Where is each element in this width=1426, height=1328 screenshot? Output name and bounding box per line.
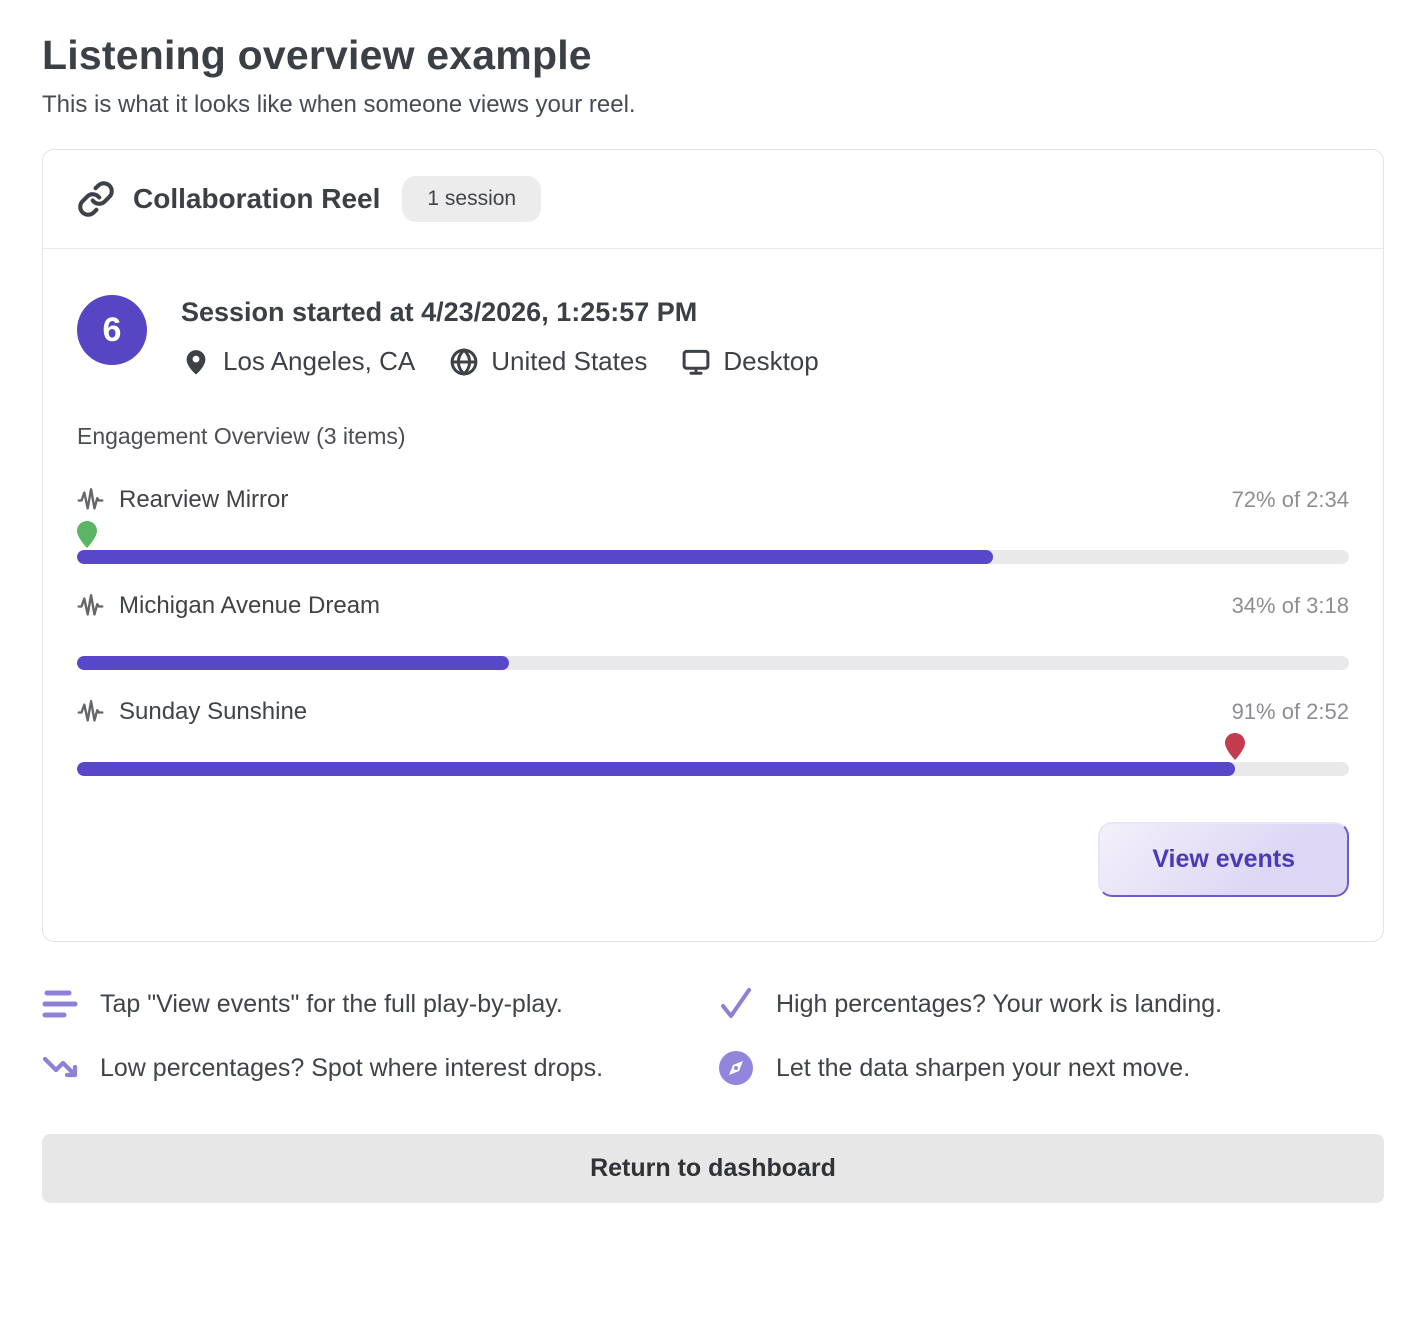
track-name: Sunday Sunshine xyxy=(77,698,307,726)
progress-fill xyxy=(77,762,1235,776)
track-row: Rearview Mirror 72% of 2:34 xyxy=(77,486,1349,564)
tip-high-percentages: High percentages? Your work is landing. xyxy=(718,986,1384,1022)
tip-text: High percentages? Your work is landing. xyxy=(776,989,1223,1018)
track-head: Michigan Avenue Dream 34% of 3:18 xyxy=(77,592,1349,620)
marker-row xyxy=(77,620,1349,656)
country-label: United States xyxy=(491,346,648,376)
session-started-text: Session started at 4/23/2026, 1:25:57 PM xyxy=(181,297,698,327)
track-name-label: Sunday Sunshine xyxy=(119,698,308,725)
trending-down-icon xyxy=(42,1050,78,1086)
waveform-icon xyxy=(77,593,104,616)
track-stat: 91% of 2:52 xyxy=(1231,699,1349,724)
track-name-label: Rearview Mirror xyxy=(119,486,289,513)
track-row: Sunday Sunshine 91% of 2:52 xyxy=(77,698,1349,776)
position-marker-icon xyxy=(77,521,97,548)
engagement-heading: Engagement Overview (3 items) xyxy=(77,423,406,449)
progress-fill xyxy=(77,656,510,670)
card-header: Collaboration Reel 1 session xyxy=(43,150,1383,249)
session-row: 6 Session started at 4/23/2026, 1:25:57 … xyxy=(77,295,1349,377)
track-stat: 72% of 2:34 xyxy=(1231,487,1349,512)
waveform-icon xyxy=(77,487,104,510)
map-pin-icon xyxy=(186,349,206,374)
device-label: Desktop xyxy=(723,346,819,376)
tip-view-events: Tap "View events" for the full play-by-p… xyxy=(42,986,702,1022)
session-device: Desktop xyxy=(681,346,819,377)
track-head: Sunday Sunshine 91% of 2:52 xyxy=(77,698,1349,726)
progress-fill xyxy=(77,550,993,564)
tip-low-percentages: Low percentages? Spot where interest dro… xyxy=(42,1050,702,1086)
session-location-country: United States xyxy=(449,346,647,377)
desktop-icon xyxy=(682,349,710,375)
session-number-badge: 6 xyxy=(77,295,147,365)
card-body: 6 Session started at 4/23/2026, 1:25:57 … xyxy=(43,249,1383,941)
track-name-label: Michigan Avenue Dream xyxy=(119,592,381,619)
track-head: Rearview Mirror 72% of 2:34 xyxy=(77,486,1349,514)
lines-icon xyxy=(42,986,78,1022)
session-count-badge: 1 session xyxy=(402,176,542,222)
position-marker-icon xyxy=(1224,733,1245,760)
page-title: Listening overview example xyxy=(42,32,592,78)
track-stat: 34% of 3:18 xyxy=(1231,593,1349,618)
tip-data-sharpen: Let the data sharpen your next move. xyxy=(718,1050,1384,1086)
marker-row xyxy=(77,726,1349,762)
progress-track xyxy=(77,762,1349,776)
link-icon xyxy=(77,180,115,218)
session-info: Session started at 4/23/2026, 1:25:57 PM… xyxy=(181,295,819,377)
view-events-wrap: View events xyxy=(77,822,1349,897)
session-location-city: Los Angeles, CA xyxy=(181,346,415,377)
check-icon xyxy=(718,986,754,1022)
view-events-button[interactable]: View events xyxy=(1098,822,1349,897)
globe-icon xyxy=(450,347,478,376)
reel-name: Collaboration Reel xyxy=(133,183,381,214)
tip-text: Low percentages? Spot where interest dro… xyxy=(100,1053,604,1082)
waveform-icon xyxy=(77,699,104,722)
track-row: Michigan Avenue Dream 34% of 3:18 xyxy=(77,592,1349,670)
session-card: Collaboration Reel 1 session 6 Session s… xyxy=(42,149,1384,942)
progress-track xyxy=(77,656,1349,670)
page-subtitle: This is what it looks like when someone … xyxy=(42,91,636,118)
tips-grid: Tap "View events" for the full play-by-p… xyxy=(42,986,1384,1086)
track-name: Rearview Mirror xyxy=(77,486,288,514)
compass-icon xyxy=(718,1050,754,1086)
tip-text: Let the data sharpen your next move. xyxy=(776,1053,1191,1082)
marker-row xyxy=(77,514,1349,550)
session-meta: Los Angeles, CA United States xyxy=(181,346,819,377)
track-name: Michigan Avenue Dream xyxy=(77,592,380,620)
track-list: Rearview Mirror 72% of 2:34 xyxy=(77,486,1349,776)
tip-text: Tap "View events" for the full play-by-p… xyxy=(100,989,563,1018)
progress-track xyxy=(77,550,1349,564)
return-to-dashboard-button[interactable]: Return to dashboard xyxy=(42,1134,1384,1203)
city-label: Los Angeles, CA xyxy=(223,346,416,376)
